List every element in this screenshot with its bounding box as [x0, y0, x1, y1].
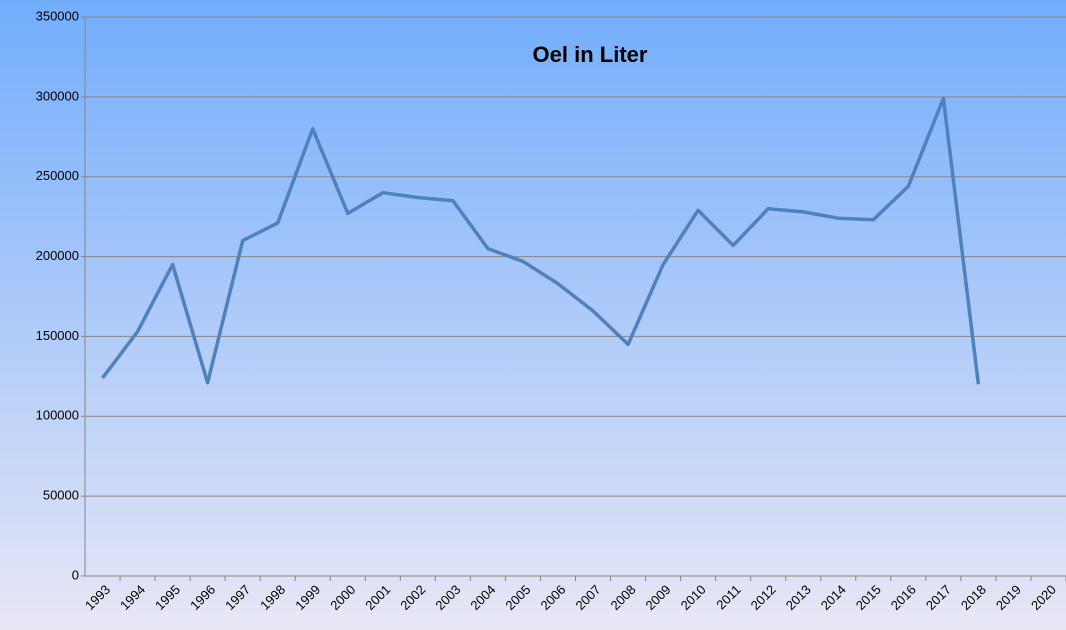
y-tick-label: 300000	[36, 88, 79, 103]
y-tick-label: 350000	[36, 8, 79, 23]
y-tick-label: 150000	[36, 328, 79, 343]
y-tick-label: 250000	[36, 168, 79, 183]
y-tick-label: 50000	[43, 488, 79, 503]
y-tick-label: 200000	[36, 248, 79, 263]
y-tick-label: 100000	[36, 408, 79, 423]
data-line	[101, 96, 981, 385]
chart-title: Oel in Liter	[533, 42, 648, 67]
y-tick-label: 0	[72, 567, 79, 582]
